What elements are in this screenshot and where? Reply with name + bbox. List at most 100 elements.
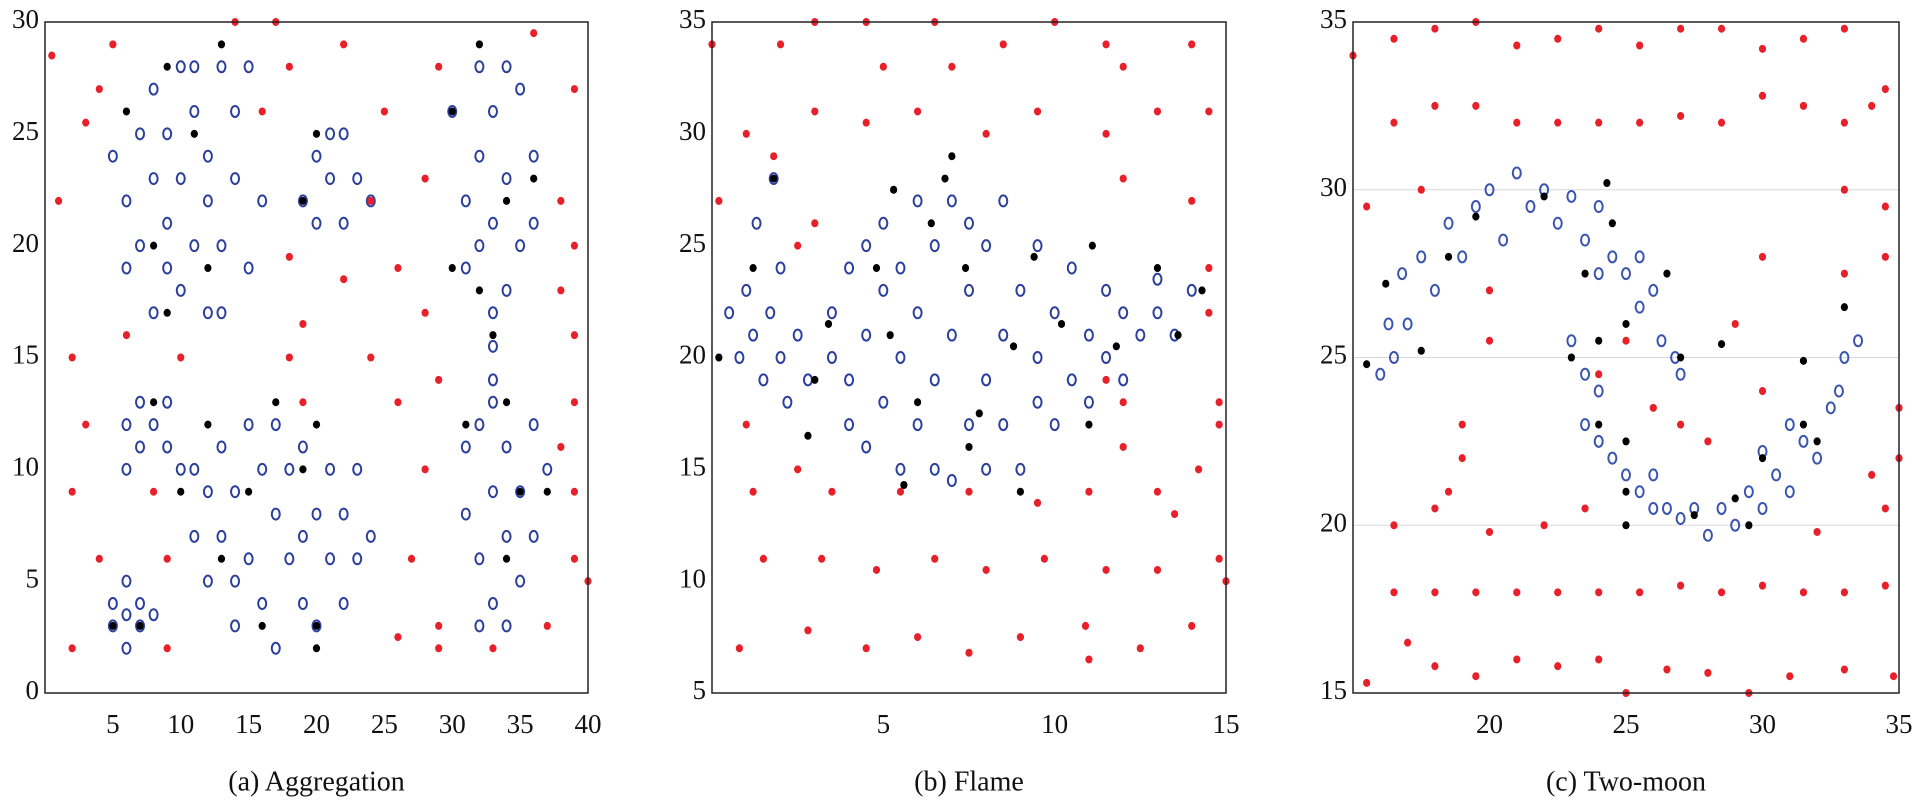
point [1363,678,1371,687]
point [1152,272,1163,286]
point [95,85,103,94]
point [1603,179,1611,188]
point [1525,200,1536,214]
point [982,565,990,574]
point [878,216,889,230]
point [1636,41,1644,50]
point [475,40,483,49]
point [775,351,786,364]
point [1513,41,1521,50]
point [1743,485,1754,499]
point [202,306,213,320]
point [190,129,198,138]
point [1540,521,1548,530]
point [107,149,118,163]
point [1607,451,1618,465]
point [1717,118,1726,127]
caption: (b) Flame [914,766,1024,797]
point [749,264,757,273]
point [135,440,146,454]
point [501,619,512,633]
point [312,129,321,138]
point [1417,346,1425,355]
point [811,107,819,116]
point [460,261,471,275]
point [95,554,103,563]
point [1402,317,1413,331]
point [1088,241,1096,250]
point [243,261,254,275]
x-tick-label: 10 [1041,709,1068,739]
point [748,328,759,342]
point [872,264,881,273]
point [1580,233,1591,247]
point [135,597,146,611]
point [543,621,551,630]
point [1153,107,1162,116]
point [487,339,498,353]
point [1799,356,1808,365]
point [284,552,295,566]
point [1690,511,1698,520]
x-tick-label: 15 [1213,709,1240,739]
y-tick-label: 30 [1320,172,1347,202]
point [338,507,349,521]
point [216,60,227,74]
point [122,107,131,116]
point [148,608,159,622]
point [844,261,855,275]
point [826,351,837,364]
point [1717,340,1726,349]
point [189,104,200,118]
point [1799,588,1808,597]
point [163,62,171,71]
point [1119,62,1127,71]
point [1444,487,1453,496]
point [1636,588,1644,597]
point [964,418,974,432]
point [257,194,268,208]
point [1049,306,1060,320]
point [931,554,939,563]
point [216,306,227,320]
point [886,331,894,340]
point [121,261,132,275]
plot-area [45,22,588,693]
point [1745,521,1753,530]
point [121,641,132,655]
point [1083,328,1094,342]
point [965,648,973,657]
point [1513,655,1521,664]
point [243,418,254,432]
point [1554,588,1562,597]
point [1119,398,1127,407]
point [1784,418,1795,432]
point [175,172,186,186]
point [1839,351,1850,364]
point [543,487,551,496]
point [150,241,158,250]
point [1881,581,1889,590]
point [975,409,983,418]
point [394,398,402,407]
point [981,462,992,476]
point [1784,485,1795,499]
point [1813,527,1821,536]
point [1363,202,1371,211]
point [1118,306,1129,320]
point [216,529,227,543]
point [862,118,870,127]
point [1153,565,1162,574]
point [299,465,307,474]
point [297,194,308,208]
point [946,328,957,342]
point [1730,518,1741,532]
point [135,127,146,141]
point [981,373,992,387]
point [487,373,498,387]
point [1552,216,1563,230]
point [1731,319,1739,328]
point [794,465,802,474]
x-tick-label: 30 [439,709,466,739]
point [217,40,226,49]
